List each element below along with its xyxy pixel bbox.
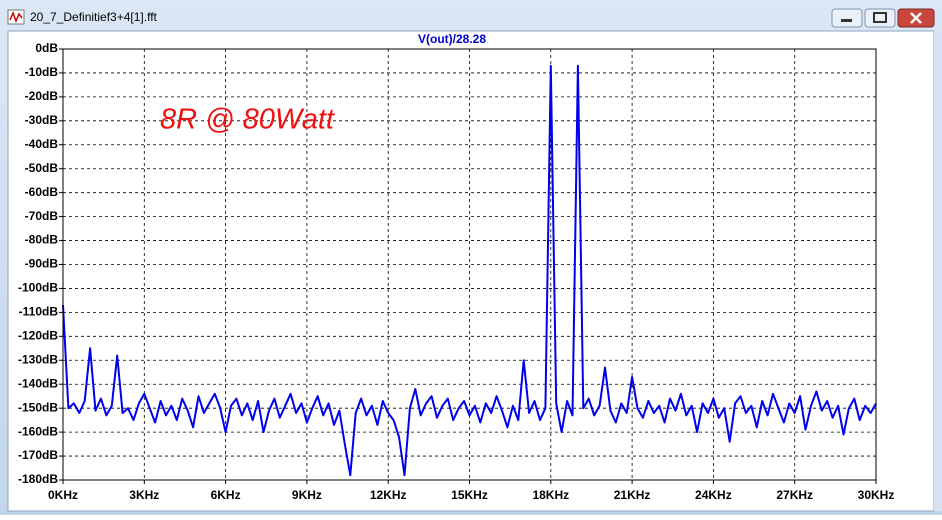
- y-tick-label: -20dB: [25, 89, 59, 103]
- plot: 0dB -10dB -20dB -30dB -40dB -50dB -60dB -70dB -8…: [18, 41, 894, 502]
- y-tick-label: -180dB: [18, 472, 58, 486]
- y-tick-label: -70dB: [25, 209, 59, 223]
- maximize-button[interactable]: [864, 8, 896, 28]
- y-tick-label: -40dB: [25, 137, 59, 151]
- y-tick-label: -170dB: [18, 448, 58, 462]
- y-tick-label: -160dB: [18, 424, 58, 438]
- x-tick-label: 30KHz: [858, 488, 895, 502]
- y-tick-label: -140dB: [18, 376, 58, 390]
- window-title: 20_7_Definitief3+4[1].fft: [30, 10, 158, 24]
- y-tick-label: -90dB: [25, 257, 59, 271]
- close-button[interactable]: [897, 8, 935, 28]
- x-tick-label: 15KHz: [451, 488, 488, 502]
- frame-edge: [934, 31, 942, 511]
- x-tick-label: 3KHz: [129, 488, 159, 502]
- x-tick-label: 21KHz: [614, 488, 651, 502]
- x-tick-label: 0KHz: [48, 488, 78, 502]
- minimize-button[interactable]: [831, 8, 863, 28]
- y-tick-label: -80dB: [25, 233, 59, 247]
- y-tick-label: -120dB: [18, 329, 58, 343]
- plot-area: [62, 48, 877, 481]
- y-tick-label: -130dB: [18, 352, 58, 366]
- y-tick-label: -30dB: [25, 113, 59, 127]
- app-icon: [7, 9, 25, 25]
- y-tick-label: -150dB: [18, 400, 58, 414]
- x-tick-label: 18KHz: [532, 488, 569, 502]
- chart-title: V(out)/28.28: [418, 32, 486, 46]
- x-tick-label: 6KHz: [211, 488, 241, 502]
- y-tick-label: -50dB: [25, 161, 59, 175]
- x-tick-label: 9KHz: [292, 488, 322, 502]
- y-tick-label: -60dB: [25, 185, 59, 199]
- spectrum-line: [62, 64, 877, 477]
- x-tick-label: 24KHz: [695, 488, 732, 502]
- y-tick-label: 0dB: [35, 41, 58, 55]
- y-tick-label: -100dB: [18, 281, 58, 295]
- x-tick-label: 27KHz: [776, 488, 813, 502]
- plot-border: [62, 48, 877, 481]
- y-tick-label: -10dB: [25, 65, 59, 79]
- annotation: 8R @ 80Watt: [160, 104, 336, 136]
- y-tick-label: -110dB: [19, 305, 59, 319]
- x-tick-label: 12KHz: [370, 488, 407, 502]
